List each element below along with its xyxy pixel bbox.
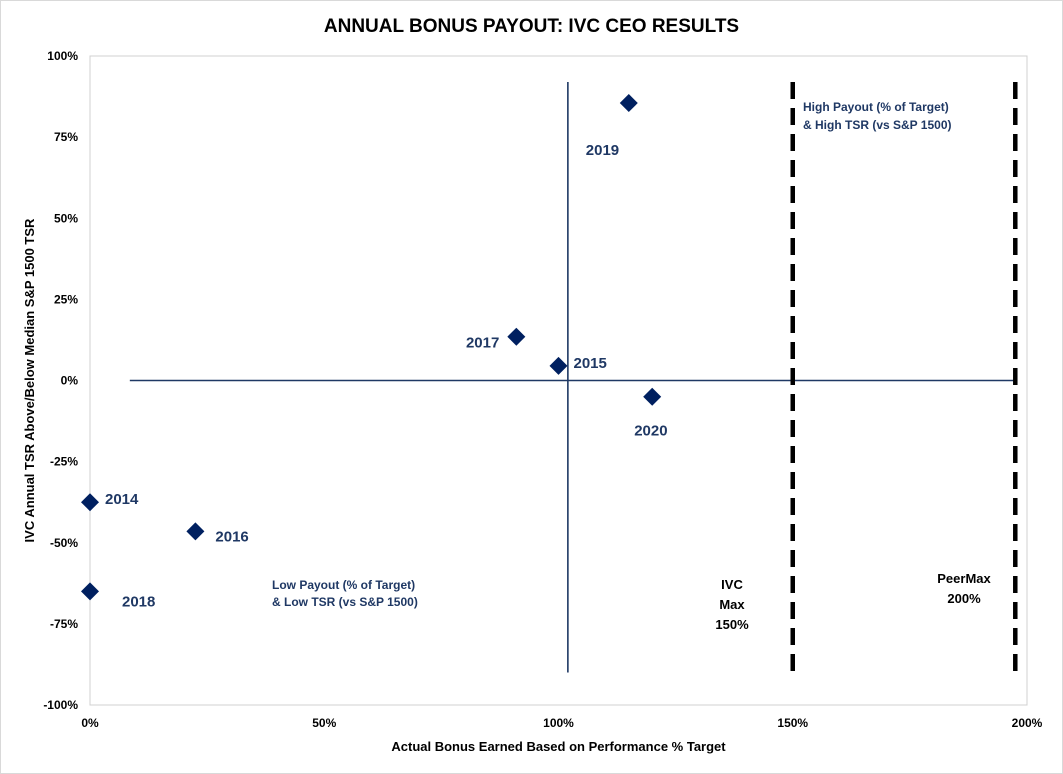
y-axis-ticks: 100% 75% 50% 25% 0% -25% -50% -75% -100%	[43, 49, 78, 712]
x-tick-label: 200%	[1012, 716, 1043, 730]
y-tick-label: 75%	[54, 130, 78, 144]
data-point-2015	[549, 356, 568, 375]
data-point-2016	[186, 522, 205, 541]
data-label-2017: 2017	[466, 335, 499, 352]
data-label-2020: 2020	[634, 423, 667, 440]
x-tick-label: 0%	[81, 716, 99, 730]
annotations: High Payout (% of Target) & High TSR (vs …	[272, 100, 992, 632]
peer-max-annotation: PeerMax 200%	[937, 571, 991, 606]
data-point-2018	[81, 582, 99, 601]
high-payout-annotation: High Payout (% of Target) & High TSR (vs …	[803, 100, 952, 132]
y-tick-label: -100%	[43, 698, 78, 712]
y-tick-label: 25%	[54, 292, 78, 306]
ivc-max-annotation-line: 150%	[715, 617, 749, 632]
data-label-2018: 2018	[122, 593, 155, 610]
data-point-2020	[643, 387, 662, 406]
data-label-2015: 2015	[574, 355, 607, 372]
data-label-2014: 2014	[105, 491, 139, 508]
high-payout-annotation-line: & High TSR (vs S&P 1500)	[803, 118, 952, 132]
y-tick-label: 50%	[54, 211, 78, 225]
low-payout-annotation: Low Payout (% of Target) & Low TSR (vs S&…	[272, 578, 418, 609]
chart-title: ANNUAL BONUS PAYOUT: IVC CEO RESULTS	[323, 16, 740, 37]
y-tick-label: 0%	[61, 374, 79, 388]
peer-max-annotation-line: PeerMax	[937, 571, 991, 586]
plot-area	[89, 55, 1028, 706]
ivc-max-annotation-line: Max	[719, 597, 745, 612]
ivc-max-annotation: IVC Max 150%	[715, 577, 749, 632]
x-axis-ticks: 0% 50% 100% 150% 200%	[81, 716, 1042, 730]
data-point-2014	[81, 493, 99, 512]
high-payout-annotation-line: High Payout (% of Target)	[803, 100, 949, 114]
y-axis-label: IVC Annual TSR Above/Below Median S&P 15…	[22, 218, 37, 542]
low-payout-annotation-line: & Low TSR (vs S&P 1500)	[272, 595, 418, 609]
y-tick-label: -25%	[50, 455, 78, 469]
low-payout-annotation-line: Low Payout (% of Target)	[272, 578, 415, 592]
data-point-2019	[619, 94, 638, 113]
data-label-2016: 2016	[215, 528, 248, 545]
x-axis-label: Actual Bonus Earned Based on Performance…	[391, 739, 726, 754]
data-label-2019: 2019	[586, 142, 619, 159]
x-tick-label: 100%	[543, 716, 574, 730]
ivc-max-annotation-line: IVC	[721, 577, 743, 592]
x-tick-label: 150%	[777, 716, 808, 730]
reference-lines	[129, 81, 1018, 673]
y-tick-label: 100%	[47, 49, 78, 63]
peer-max-annotation-line: 200%	[947, 591, 981, 606]
data-points: 2014 2015 2016 2017 2018 2019 2020	[81, 94, 668, 610]
data-point-2017	[507, 327, 526, 346]
x-tick-label: 50%	[312, 716, 336, 730]
y-tick-label: -50%	[50, 536, 78, 550]
y-tick-label: -75%	[50, 617, 78, 631]
